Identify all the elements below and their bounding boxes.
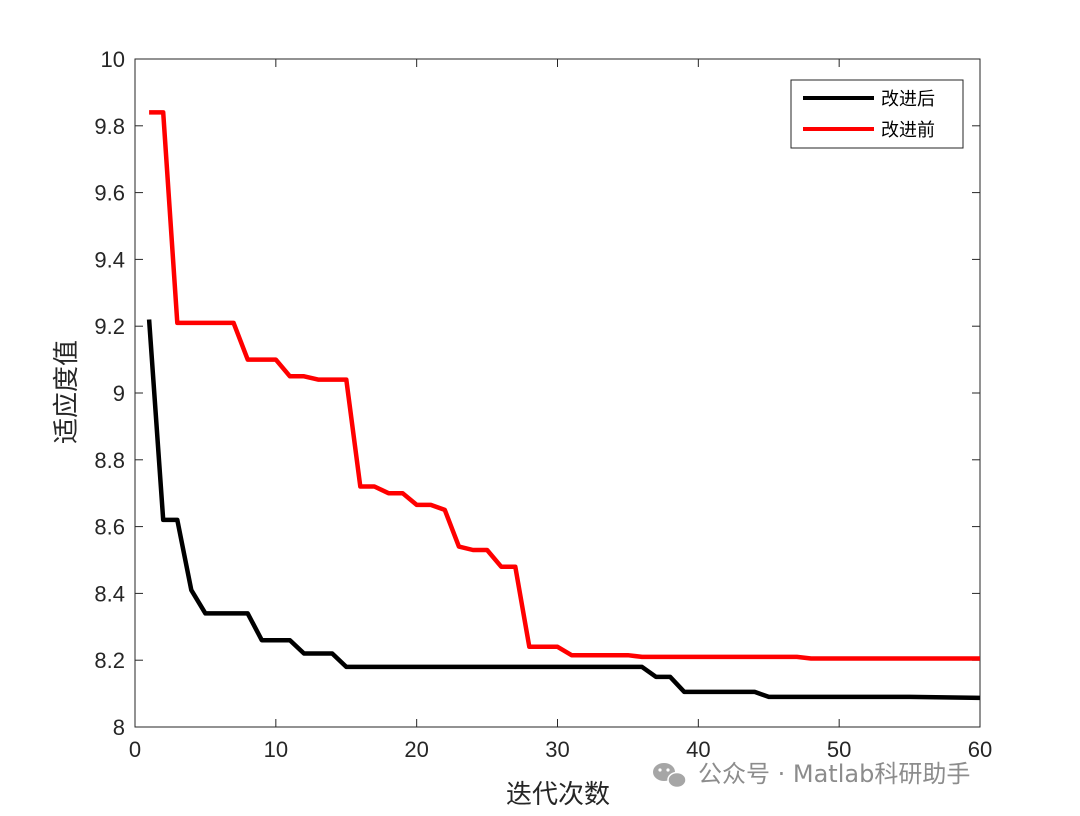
y-tick-label: 9.4	[94, 247, 125, 272]
x-tick-label: 20	[404, 737, 428, 762]
y-tick-label: 10	[101, 47, 125, 72]
y-tick-label: 8	[113, 715, 125, 740]
x-tick-label: 10	[264, 737, 288, 762]
y-tick-label: 9.2	[94, 314, 125, 339]
plot-area-border	[134, 58, 981, 728]
y-tick-label: 8.2	[94, 648, 125, 673]
axes-frame	[134, 58, 981, 728]
x-tick-label: 0	[129, 737, 141, 762]
y-tick-label: 9	[113, 381, 125, 406]
watermark: 公众号 · Matlab科研助手	[653, 760, 970, 789]
x-tick-label: 60	[968, 737, 992, 762]
wechat-icon	[653, 763, 687, 789]
y-tick-label: 8.8	[94, 448, 125, 473]
series-lines	[146, 110, 981, 701]
watermark-text: 公众号 · Matlab科研助手	[698, 760, 970, 788]
x-tick-label: 30	[545, 737, 569, 762]
x-tick-label: 50	[827, 737, 851, 762]
legend[interactable]: 改进后 改进前	[790, 79, 964, 149]
legend-label-improved: 改进后	[881, 89, 935, 110]
y-tick-label: 8.4	[94, 581, 125, 606]
y-tick-label: 8.6	[94, 515, 125, 540]
legend-label-original: 改进前	[881, 120, 935, 141]
x-axis-ticks: 0 10 20 30 40 50 60	[129, 59, 992, 762]
series-line-improved	[146, 319, 981, 701]
x-tick-label: 40	[686, 737, 710, 762]
legend-box	[790, 79, 964, 149]
y-axis-ticks: 8 8.2 8.4 8.6 8.8 9 9.2 9.4 9.6 9.8 10	[94, 47, 980, 740]
y-tick-label: 9.6	[94, 181, 125, 206]
y-tick-label: 9.8	[94, 114, 125, 139]
series-line-original	[149, 110, 980, 661]
y-axis-title: 适应度值	[52, 340, 82, 444]
x-axis-title: 迭代次数	[506, 780, 610, 810]
